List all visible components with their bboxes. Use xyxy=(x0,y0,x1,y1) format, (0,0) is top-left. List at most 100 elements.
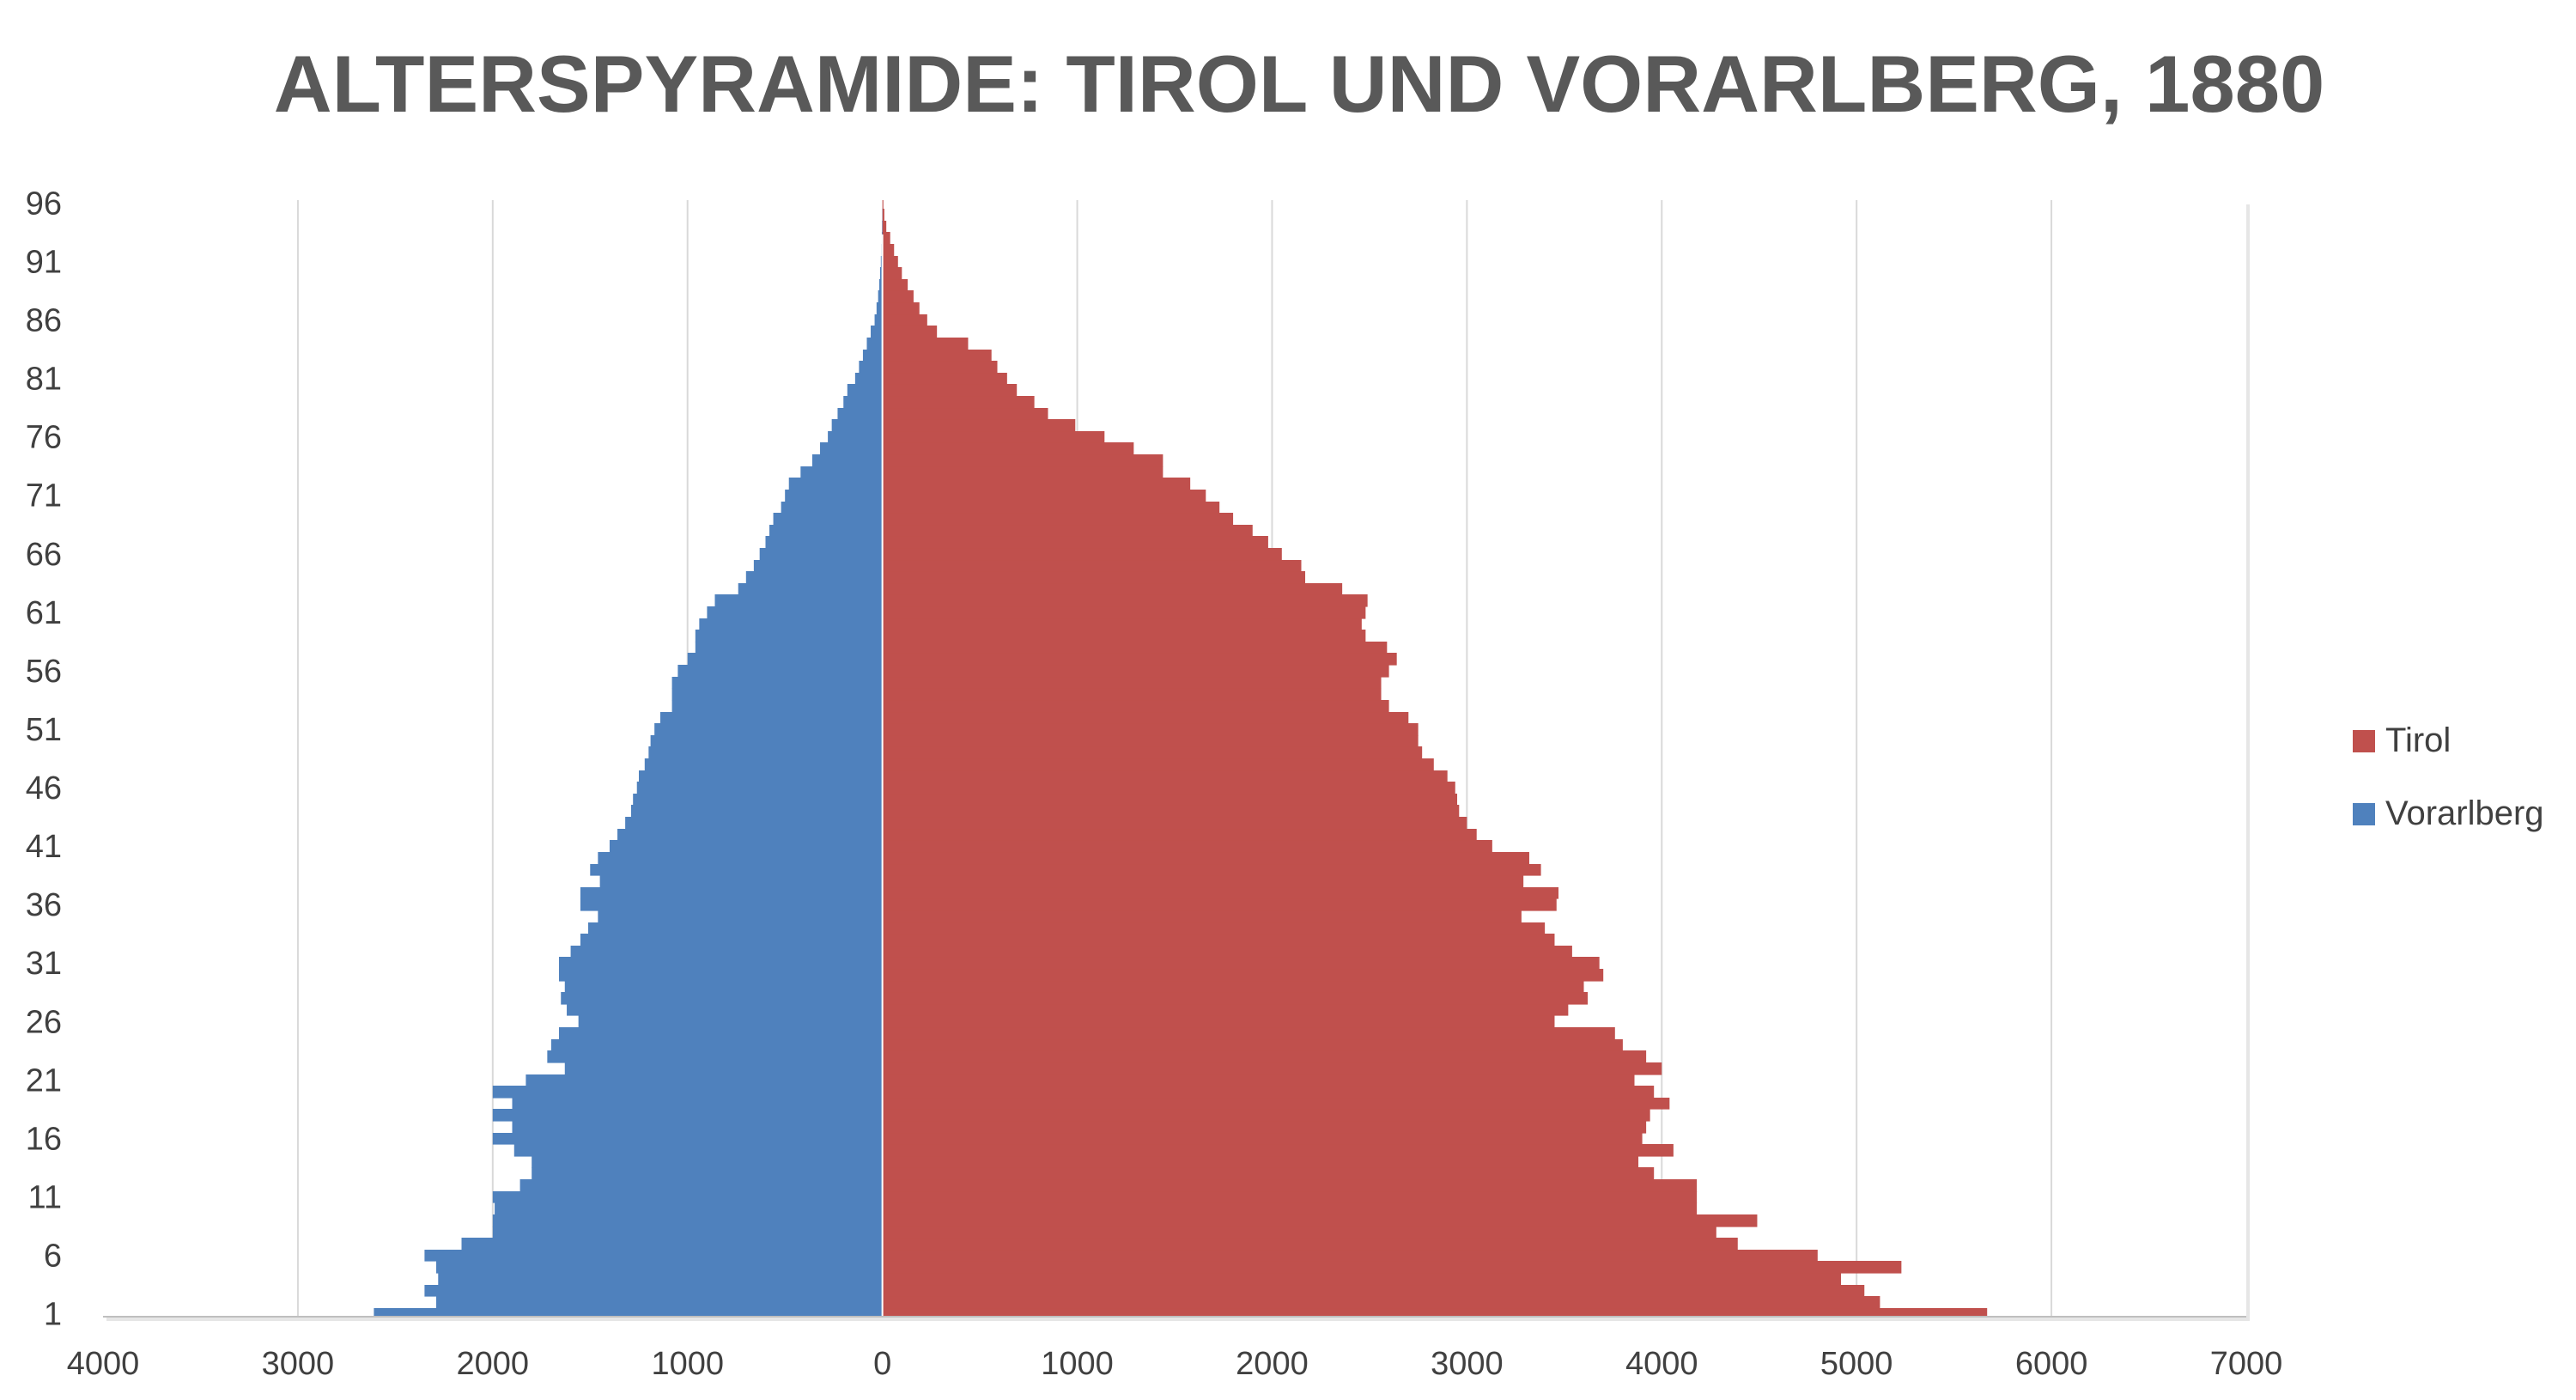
bar-vorarlberg-age-6 xyxy=(424,1250,883,1262)
bar-vorarlberg-age-73 xyxy=(800,466,883,478)
y-tick-label: 16 xyxy=(26,1121,62,1157)
bar-tirol-age-60 xyxy=(882,618,1362,630)
bar-tirol-age-55 xyxy=(882,677,1382,689)
bar-vorarlberg-age-90 xyxy=(879,267,883,280)
bar-tirol-age-16 xyxy=(882,1133,1643,1145)
bar-tirol-age-75 xyxy=(882,442,1134,455)
bar-tirol-age-35 xyxy=(882,910,1522,923)
x-tick-label: 2000 xyxy=(1236,1346,1309,1382)
bar-tirol-age-6 xyxy=(882,1250,1818,1262)
y-tick-label: 51 xyxy=(26,712,62,748)
bar-tirol-age-45 xyxy=(882,794,1458,806)
bar-vorarlberg-age-1 xyxy=(374,1308,883,1318)
x-tick-label: 1000 xyxy=(651,1346,724,1382)
bar-tirol-age-28 xyxy=(882,992,1589,1005)
bar-tirol-age-77 xyxy=(882,419,1076,432)
bar-tirol-age-59 xyxy=(882,630,1366,642)
y-tick-label: 86 xyxy=(26,303,62,339)
bar-tirol-age-24 xyxy=(882,1039,1623,1051)
bar-vorarlberg-age-75 xyxy=(820,442,883,455)
bar-vorarlberg-age-7 xyxy=(461,1238,883,1251)
bar-vorarlberg-age-2 xyxy=(436,1296,883,1309)
bar-vorarlberg-age-39 xyxy=(590,864,883,876)
bar-tirol-age-85 xyxy=(882,326,938,338)
bar-tirol-age-30 xyxy=(882,969,1604,982)
x-tick-label: 3000 xyxy=(1431,1346,1504,1382)
bar-vorarlberg-age-45 xyxy=(633,794,883,806)
bar-tirol-age-79 xyxy=(882,396,1035,409)
y-tick-label: 96 xyxy=(26,186,62,222)
bar-vorarlberg-age-24 xyxy=(550,1039,883,1051)
bar-tirol-age-80 xyxy=(882,384,1018,397)
bar-vorarlberg-age-71 xyxy=(785,490,883,502)
bar-tirol-age-27 xyxy=(882,1004,1569,1016)
y-tick-label: 6 xyxy=(44,1239,62,1275)
bar-vorarlberg-age-27 xyxy=(567,1004,883,1016)
bar-vorarlberg-age-81 xyxy=(854,373,883,385)
bar-tirol-age-19 xyxy=(882,1098,1670,1110)
bar-vorarlberg-age-53 xyxy=(671,700,883,713)
bar-tirol-age-71 xyxy=(882,490,1206,502)
x-tick-label: 0 xyxy=(873,1346,891,1382)
bar-vorarlberg-age-55 xyxy=(671,677,883,689)
bar-vorarlberg-age-51 xyxy=(654,723,883,736)
bar-vorarlberg-age-33 xyxy=(580,934,883,947)
x-tick-label: 3000 xyxy=(262,1346,335,1382)
legend-swatch-vorarlberg xyxy=(2353,803,2375,825)
bar-vorarlberg-age-5 xyxy=(436,1261,883,1274)
bar-vorarlberg-age-15 xyxy=(513,1144,883,1157)
bar-tirol-age-13 xyxy=(882,1167,1655,1180)
bar-vorarlberg-age-30 xyxy=(558,969,883,982)
bar-vorarlberg-age-12 xyxy=(519,1179,883,1192)
legend-label-tirol: Tirol xyxy=(2385,721,2451,759)
y-tick-label: 26 xyxy=(26,1004,62,1040)
bar-vorarlberg-age-23 xyxy=(547,1050,883,1063)
bar-tirol-age-42 xyxy=(882,829,1477,841)
bar-vorarlberg-age-40 xyxy=(598,852,883,865)
bar-tirol-age-61 xyxy=(882,606,1366,619)
bar-tirol-age-43 xyxy=(882,817,1467,830)
bar-vorarlberg-age-25 xyxy=(558,1027,883,1040)
bar-vorarlberg-age-78 xyxy=(837,408,883,420)
bar-vorarlberg-age-86 xyxy=(874,314,883,326)
bar-vorarlberg-age-64 xyxy=(745,571,883,584)
bar-tirol-age-53 xyxy=(882,700,1389,713)
bar-tirol-age-32 xyxy=(882,946,1572,958)
y-tick-label: 76 xyxy=(26,420,62,456)
bar-vorarlberg-age-88 xyxy=(878,290,883,303)
bar-tirol-age-89 xyxy=(882,279,908,291)
bar-vorarlberg-age-38 xyxy=(599,875,883,888)
bar-tirol-age-40 xyxy=(882,852,1529,865)
bar-vorarlberg-age-66 xyxy=(759,548,883,561)
bar-vorarlberg-age-4 xyxy=(438,1273,883,1286)
bar-vorarlberg-age-56 xyxy=(677,665,883,678)
bar-tirol-age-15 xyxy=(882,1144,1674,1157)
bar-tirol-age-58 xyxy=(882,642,1388,654)
bar-vorarlberg-age-59 xyxy=(695,630,883,642)
bar-vorarlberg-age-85 xyxy=(871,326,883,338)
bar-vorarlberg-age-19 xyxy=(512,1098,883,1110)
bar-vorarlberg-age-60 xyxy=(699,618,883,630)
bar-vorarlberg-age-58 xyxy=(695,642,883,654)
bar-vorarlberg-age-54 xyxy=(671,688,883,701)
bar-tirol-age-72 xyxy=(882,478,1191,490)
x-tick-label: 2000 xyxy=(457,1346,530,1382)
bar-vorarlberg-age-8 xyxy=(492,1227,883,1239)
x-axis-tick-labels: 4000 3000 2000 1000 0 1000 2000 3000 4000 5000 600… xyxy=(67,1346,2283,1382)
bar-vorarlberg-age-37 xyxy=(580,887,883,899)
y-tick-label: 81 xyxy=(26,362,62,398)
bar-tirol-age-56 xyxy=(882,665,1389,678)
bar-tirol-age-38 xyxy=(882,875,1524,888)
bar-vorarlberg-age-29 xyxy=(564,981,883,993)
bar-tirol-age-34 xyxy=(882,922,1546,934)
bar-tirol-age-7 xyxy=(882,1238,1738,1251)
x-tick-label: 5000 xyxy=(1820,1346,1893,1382)
bar-tirol-age-5 xyxy=(882,1261,1902,1274)
bar-vorarlberg-age-16 xyxy=(492,1133,883,1145)
y-tick-label: 36 xyxy=(26,887,62,923)
bar-tirol-age-69 xyxy=(882,513,1234,526)
bar-vorarlberg-age-61 xyxy=(707,606,883,619)
bar-vorarlberg-age-41 xyxy=(609,840,883,853)
bar-vorarlberg-age-32 xyxy=(570,946,883,958)
bar-tirol-age-2 xyxy=(882,1296,1880,1309)
